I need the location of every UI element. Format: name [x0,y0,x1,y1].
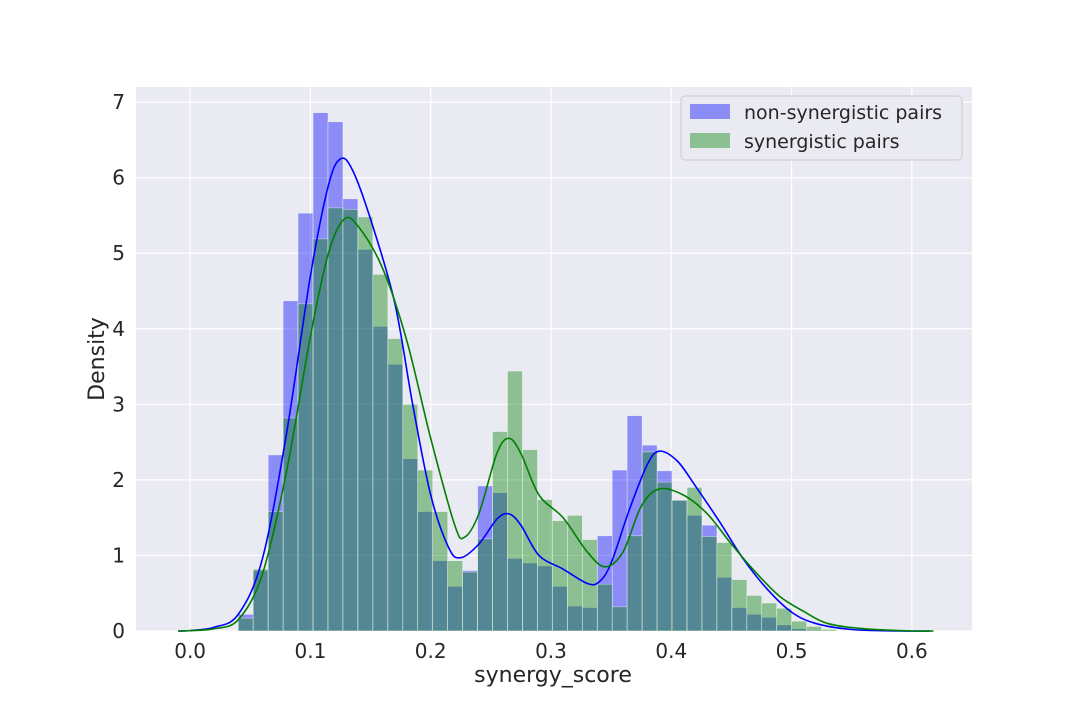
y-tick-label-0: 0 [112,619,125,643]
x-tick-label-0: 0.0 [174,639,206,663]
y-tick-label-5: 5 [112,241,125,265]
bar-synergistic-15 [462,571,478,632]
y-tick-label-6: 6 [112,166,125,190]
bar-synergistic-11 [402,404,419,632]
bar-synergistic-14 [447,560,463,632]
y-tick-label-4: 4 [112,317,125,341]
legend-label-non-synergistic: non-synergistic pairs [744,102,942,124]
x-tick-label-1: 0.1 [295,639,327,663]
bar-synergistic-13 [432,511,449,632]
bar-synergistic-38 [806,626,822,632]
bar-synergistic-10 [387,338,404,632]
legend-label-synergistic: synergistic pairs [744,131,900,153]
kde-curves [178,157,934,632]
x-tick-label-4: 0.4 [655,639,687,663]
bar-synergistic-4 [297,303,314,632]
bar-synergistic-2 [267,511,284,632]
bar-synergistic-20 [537,499,553,632]
legend-swatch-non-synergistic [690,104,730,119]
bar-synergistic-24 [597,583,613,632]
bar-synergistic-7 [342,209,359,632]
bar-synergistic-0 [237,617,254,632]
bar-synergistic-35 [761,602,777,632]
bar-synergistic-21 [552,520,568,632]
x-tick-label-5: 0.5 [776,639,808,663]
kde-line-non-synergistic [178,157,930,632]
x-tick-label-6: 0.6 [896,639,928,663]
legend: non-synergistic pairs synergistic pairs [680,95,963,161]
bar-synergistic-5 [312,238,329,632]
bar-synergistic-39 [821,629,837,632]
y-axis-label: Density [85,317,110,401]
bar-synergistic-34 [746,595,763,632]
kde-line-synergistic [178,216,934,632]
bar-synergistic-30 [686,487,703,632]
y-tick-label-7: 7 [112,90,125,114]
bar-synergistic-16 [477,538,493,632]
bar-synergistic-18 [507,370,523,632]
x-axis-label: synergy_score [474,663,632,688]
bar-synergistic-26 [626,535,643,632]
bar-synergistic-37 [791,620,807,632]
bar-synergistic-31 [701,536,718,632]
bar-synergistic-32 [716,542,733,632]
tick-labels: 0.0 0.1 0.2 0.3 0.4 0.5 0.6 0 1 2 3 4 5 6 7 [112,90,927,663]
bar-synergistic-36 [776,608,793,632]
legend-box [680,95,963,161]
bar-synergistic-27 [641,451,658,632]
legend-swatch-synergistic [690,133,730,148]
bar-synergistic-8 [357,216,374,632]
bar-synergistic-9 [372,274,389,632]
x-tick-label-2: 0.2 [415,639,447,663]
bar-synergistic-29 [671,499,688,632]
y-tick-label-1: 1 [112,543,125,567]
y-tick-label-3: 3 [112,392,125,416]
bar-synergistic-6 [327,207,344,632]
bar-synergistic-28 [656,481,673,632]
bar-synergistic-25 [611,606,628,632]
x-tick-label-3: 0.3 [535,639,567,663]
bar-synergistic-33 [731,579,748,632]
y-tick-label-2: 2 [112,468,125,492]
